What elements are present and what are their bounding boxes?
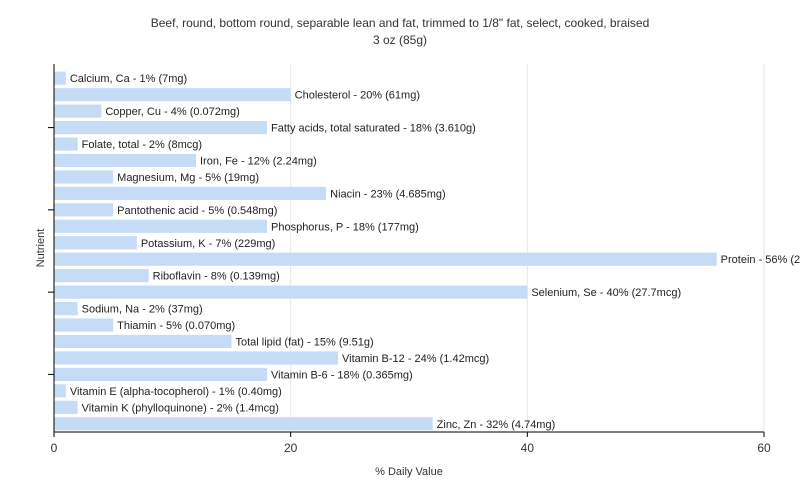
bar — [54, 88, 291, 102]
bar-label: Sodium, Na - 2% (37mg) — [82, 304, 203, 316]
bar — [54, 170, 114, 184]
y-axis-label: Nutrient — [35, 228, 47, 268]
bar-label: Vitamin K (phylloquinone) - 2% (1.4mcg) — [82, 402, 279, 414]
bar — [54, 351, 338, 365]
bar-label: Copper, Cu - 4% (0.072mg) — [105, 106, 240, 118]
bar-label: Total lipid (fat) - 15% (9.51g) — [236, 337, 374, 349]
chart-subtitle: 3 oz (85g) — [372, 33, 428, 47]
bar-label: Vitamin E (alpha-tocopherol) - 1% (0.40m… — [70, 386, 282, 398]
x-tick-label: 60 — [757, 441, 771, 455]
bar-label: Calcium, Ca - 1% (7mg) — [70, 73, 187, 85]
bar-label: Protein - 56% (27.77g) — [721, 254, 800, 266]
bar-label: Riboflavin - 8% (0.139mg) — [153, 271, 280, 283]
bar-label: Pantothenic acid - 5% (0.548mg) — [117, 205, 277, 217]
bar-label: Fatty acids, total saturated - 18% (3.61… — [271, 123, 476, 135]
x-axis-label: % Daily Value — [375, 466, 443, 478]
bar-label: Cholesterol - 20% (61mg) — [295, 90, 420, 102]
bar — [54, 203, 114, 217]
bar — [54, 104, 102, 118]
bar-label: Niacin - 23% (4.685mg) — [330, 188, 446, 200]
bar-label: Iron, Fe - 12% (2.24mg) — [200, 156, 317, 168]
x-tick-label: 0 — [51, 441, 58, 455]
bar-label: Thiamin - 5% (0.070mg) — [117, 320, 235, 332]
bar — [54, 153, 196, 168]
bar-label: Selenium, Se - 40% (27.7mcg) — [531, 287, 681, 299]
bar — [54, 71, 66, 85]
bar — [54, 236, 137, 250]
bar — [54, 334, 232, 349]
bar — [54, 285, 528, 299]
bar-label: Vitamin B-6 - 18% (0.365mg) — [271, 369, 413, 381]
bar — [54, 417, 433, 431]
bar-label: Folate, total - 2% (8mcg) — [82, 139, 202, 151]
bar-label: Potassium, K - 7% (229mg) — [141, 238, 275, 250]
chart-title: Beef, round, bottom round, separable lea… — [150, 16, 650, 30]
x-tick-label: 40 — [521, 441, 535, 455]
bar — [54, 137, 78, 151]
bar-label: Zinc, Zn - 32% (4.74mg) — [437, 419, 556, 431]
bar — [54, 400, 78, 414]
x-tick-label: 20 — [284, 441, 298, 455]
bar — [54, 121, 267, 135]
bar — [54, 302, 78, 316]
bar — [54, 252, 717, 266]
bar — [54, 186, 327, 200]
bar — [54, 367, 267, 381]
bar — [54, 318, 114, 332]
bar — [54, 269, 149, 283]
bar — [54, 384, 66, 398]
bar — [54, 219, 267, 233]
bar-label: Vitamin B-12 - 24% (1.42mcg) — [342, 353, 489, 365]
bar-label: Phosphorus, P - 18% (177mg) — [271, 221, 419, 233]
bar-label: Magnesium, Mg - 5% (19mg) — [117, 172, 259, 184]
